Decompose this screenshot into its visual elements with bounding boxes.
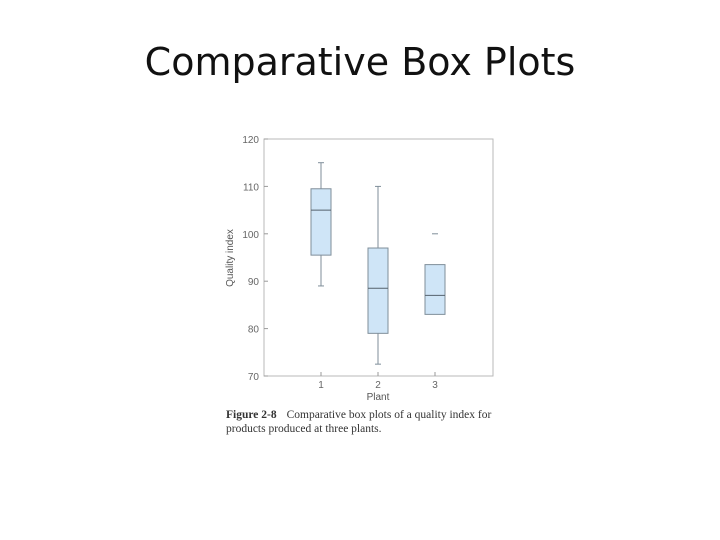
y-axis: 70 80 90 100 110 120	[242, 135, 268, 383]
y-tick-label: 70	[248, 372, 260, 383]
x-tick-label: 3	[432, 380, 438, 391]
box-iqr	[310, 188, 332, 256]
y-tick-label: 110	[243, 182, 259, 193]
boxes	[310, 162, 446, 365]
y-axis-label: Quality index	[225, 229, 236, 287]
figure-caption: Figure 2-8 Comparative box plots of a qua…	[226, 408, 516, 436]
y-tick-label: 90	[248, 277, 260, 288]
box-iqr	[424, 264, 446, 315]
x-tick-label: 1	[318, 380, 324, 391]
y-tick-label: 80	[248, 325, 260, 336]
box-plant-2	[367, 185, 389, 365]
box-iqr	[367, 247, 389, 334]
y-tick-label: 120	[242, 135, 259, 146]
y-tick-label: 100	[242, 230, 259, 241]
box-plant-1	[310, 162, 332, 287]
figure-label: Figure 2-8	[226, 409, 277, 421]
box-plant-3	[424, 233, 446, 315]
slide-title: Comparative Box Plots	[144, 40, 576, 84]
x-axis: 1 2 3	[318, 372, 438, 391]
figure-caption-text: Comparative box plots of a quality index…	[226, 409, 492, 435]
x-axis-label: Plant	[367, 392, 390, 403]
x-tick-label: 2	[375, 380, 381, 391]
